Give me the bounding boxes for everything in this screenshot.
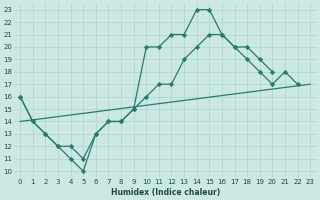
X-axis label: Humidex (Indice chaleur): Humidex (Indice chaleur) xyxy=(111,188,220,197)
